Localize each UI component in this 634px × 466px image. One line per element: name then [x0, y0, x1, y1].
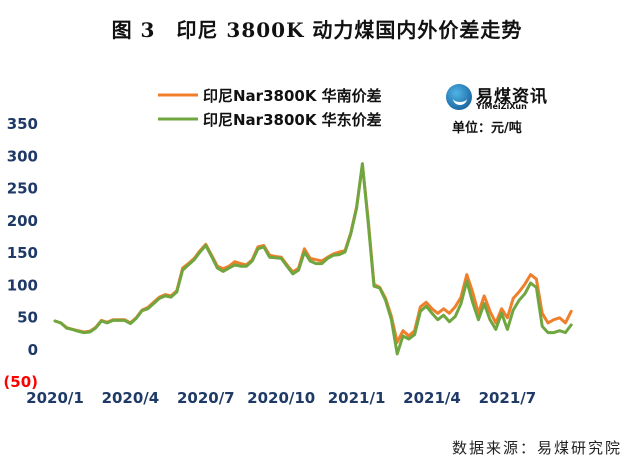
coal-logo-icon: [446, 84, 472, 110]
y-tick-label: 250: [7, 180, 38, 198]
x-axis: 2020/1 2020/4 2020/7 2020/10 2021/1 2021/4 202…: [26, 389, 536, 407]
series-line-south: [53, 163, 573, 344]
y-tick-label: 100: [7, 276, 38, 294]
legend: 印尼Nar3800K 华南价差 印尼Nar3800K 华东价差: [158, 87, 382, 129]
y-tick-label: (50): [3, 373, 38, 391]
y-tick-label: 50: [17, 309, 38, 327]
series-line-east: [53, 162, 573, 356]
source-note: 数据来源：易煤研究院: [451, 439, 622, 457]
y-tick-label: 200: [7, 212, 38, 230]
y-tick-label: 0: [28, 341, 38, 359]
legend-label-south: 印尼Nar3800K 华南价差: [203, 87, 382, 105]
y-tick-label: 300: [7, 147, 38, 165]
y-tick-label: 150: [7, 244, 38, 262]
legend-item-south: 印尼Nar3800K 华南价差: [158, 87, 382, 105]
legend-item-east: 印尼Nar3800K 华东价差: [158, 111, 382, 129]
x-tick-label: 2021/4: [403, 389, 461, 407]
x-tick-label: 2021/1: [328, 389, 386, 407]
x-tick-label: 2020/4: [102, 389, 160, 407]
y-axis: 350 300 250 200 150 100 50 0 (50): [3, 115, 38, 391]
x-tick-label: 2021/7: [479, 389, 537, 407]
logo: 易煤资讯 YiMeiZiXun: [446, 84, 576, 114]
x-tick-label: 2020/1: [26, 389, 84, 407]
logo-text-cn: 易煤资讯: [476, 87, 548, 107]
legend-label-east: 印尼Nar3800K 华东价差: [203, 111, 382, 129]
y-tick-label: 350: [7, 115, 38, 133]
unit-label: 单位：元/吨: [452, 121, 522, 136]
chart-title: 图 3 印尼 3800K 动力煤国内外价差走势: [111, 18, 523, 42]
plot-area: [53, 162, 573, 356]
logo-text-en: YiMeiZiXun: [476, 102, 527, 111]
x-tick-label: 2020/10: [247, 389, 315, 407]
x-tick-label: 2020/7: [177, 389, 235, 407]
